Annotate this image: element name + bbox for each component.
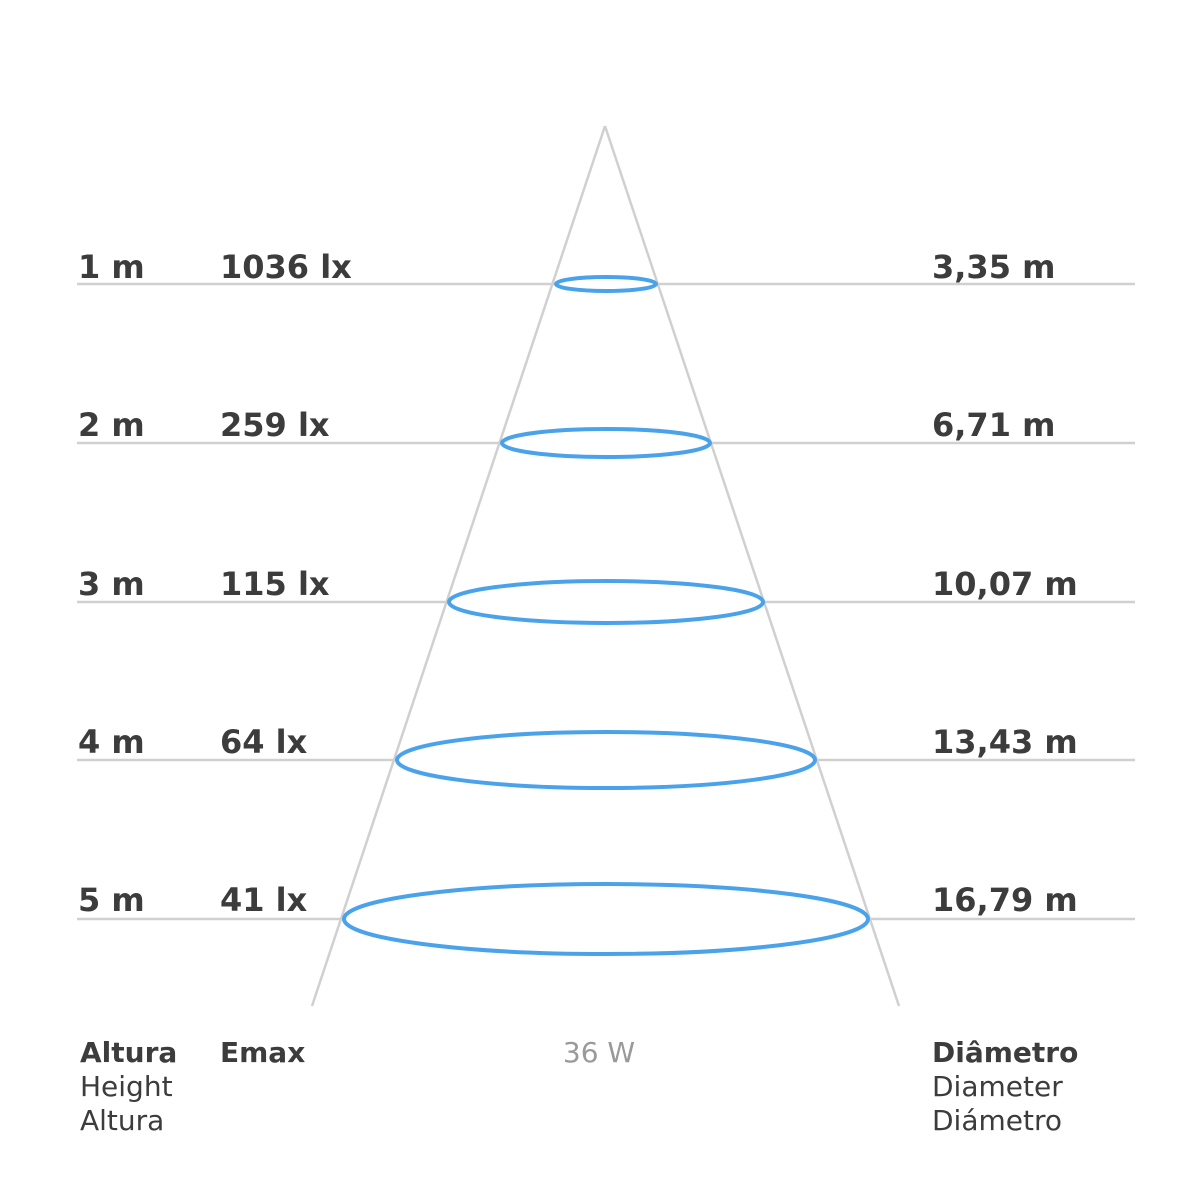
- diameter-label: 6,71 m: [932, 406, 1055, 444]
- footer-emax: Emax: [220, 1036, 305, 1069]
- height-label: 3 m: [78, 565, 145, 603]
- height-label: 5 m: [78, 881, 145, 919]
- height-label: 4 m: [78, 723, 145, 761]
- emax-label: 64 lx: [220, 723, 308, 761]
- footer-diameter: Diâmetro Diameter Diámetro: [932, 1036, 1078, 1137]
- beam-ellipse: [342, 882, 870, 956]
- emax-label: 115 lx: [220, 565, 330, 603]
- beam-ellipse: [554, 275, 658, 293]
- emax-label: 41 lx: [220, 881, 308, 919]
- emax-label: 1036 lx: [220, 248, 352, 286]
- diameter-label: 10,07 m: [932, 565, 1078, 603]
- row-4m: 4 m 64 lx 13,43 m: [77, 723, 1135, 790]
- diameter-label: 13,43 m: [932, 723, 1078, 761]
- cone-left-edge: [310, 125, 607, 1007]
- footer-height: Altura Height Altura: [80, 1036, 177, 1137]
- beam-ellipse: [500, 427, 712, 459]
- footer-emax-title: Emax: [220, 1036, 305, 1069]
- height-label: 1 m: [78, 248, 145, 286]
- height-label: 2 m: [78, 406, 145, 444]
- diameter-label: 16,79 m: [932, 881, 1078, 919]
- footer-diameter-title: Diâmetro: [932, 1036, 1078, 1069]
- footer-diameter-line-1: Diameter: [932, 1070, 1063, 1103]
- row-3m: 3 m 115 lx 10,07 m: [77, 565, 1135, 625]
- row-1m: 1 m 1036 lx 3,35 m: [77, 248, 1135, 293]
- beam-ellipse: [447, 579, 765, 625]
- power-label: 36 W: [563, 1036, 635, 1069]
- footer-diameter-line-2: Diámetro: [932, 1104, 1062, 1137]
- row-2m: 2 m 259 lx 6,71 m: [77, 406, 1135, 459]
- row-5m: 5 m 41 lx 16,79 m: [77, 881, 1135, 956]
- footer-height-title: Altura: [80, 1036, 177, 1069]
- footer-height-line-1: Height: [80, 1070, 173, 1103]
- cone-right-edge: [603, 125, 901, 1007]
- emax-label: 259 lx: [220, 406, 330, 444]
- footer-height-line-2: Altura: [80, 1104, 164, 1137]
- beam-ellipse: [395, 730, 817, 790]
- diameter-label: 3,35 m: [932, 248, 1055, 286]
